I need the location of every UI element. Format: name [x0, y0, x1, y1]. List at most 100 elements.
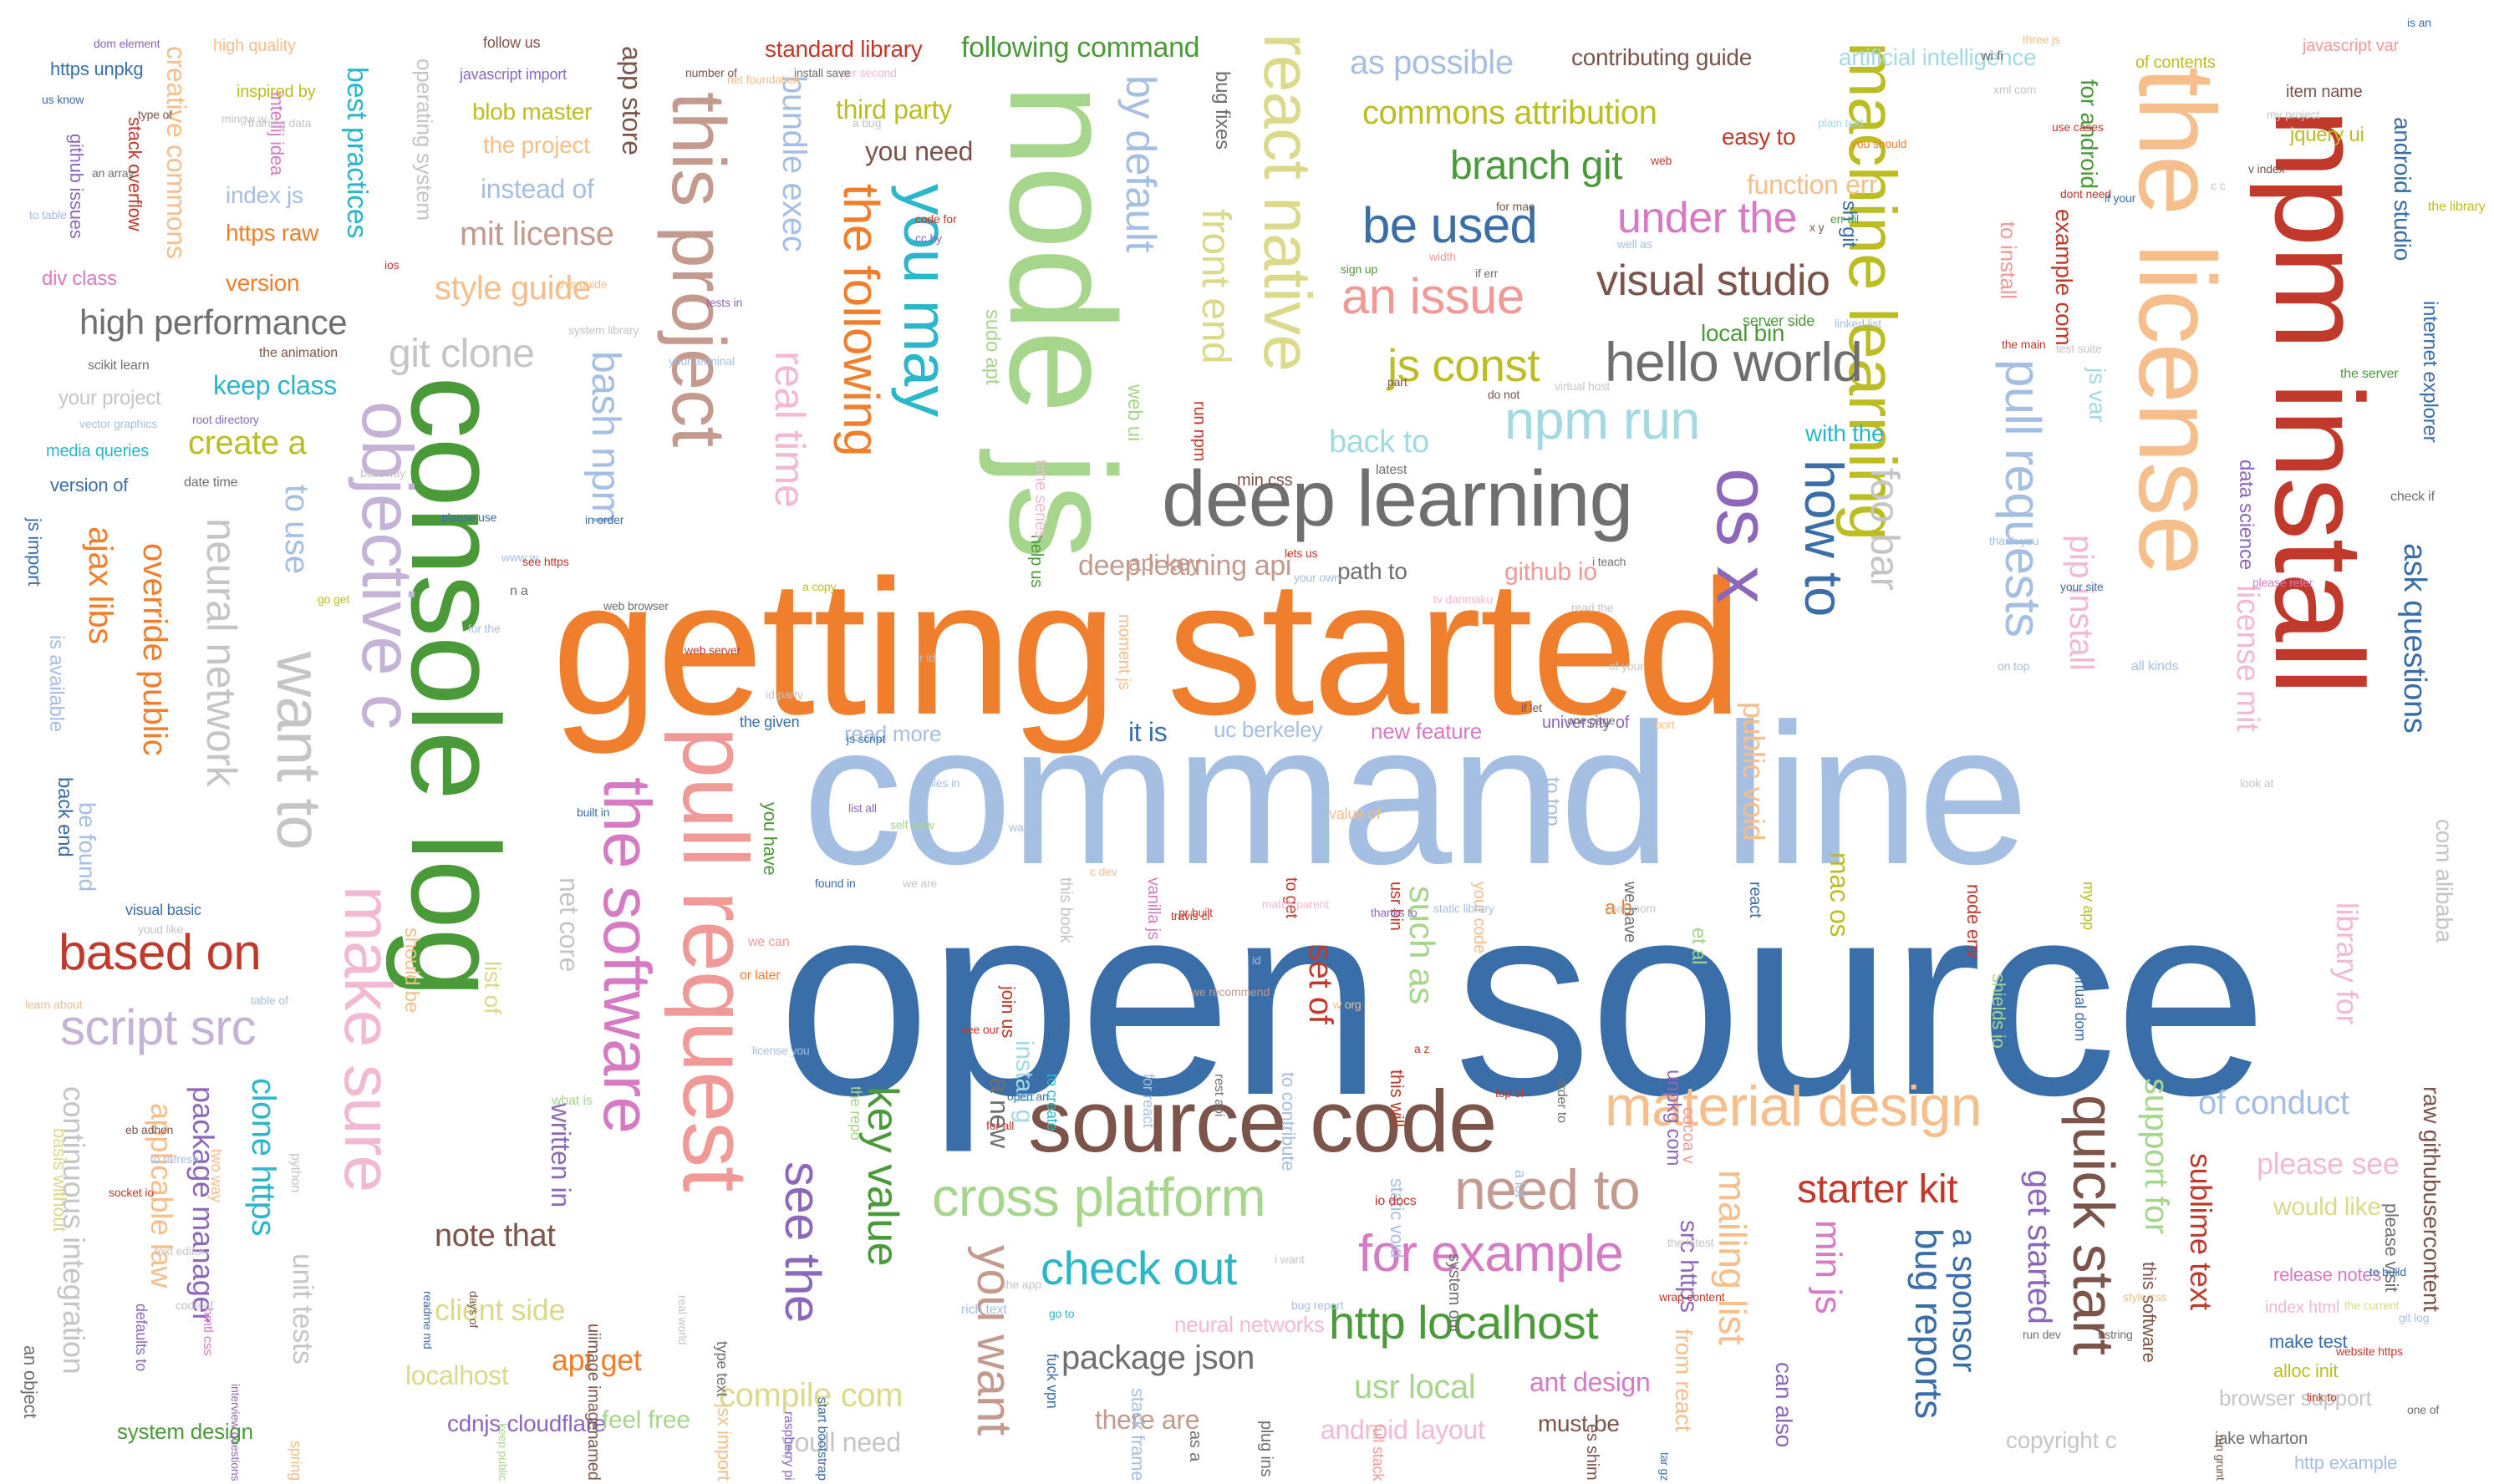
cloud-word: mailing list: [1711, 1170, 1754, 1345]
cloud-word: on top: [1998, 659, 2030, 673]
cloud-word: server side: [1743, 313, 1815, 329]
cloud-word: readme md: [421, 1291, 435, 1349]
cloud-word: to contribute: [1278, 1072, 1299, 1171]
cloud-word: ask questions: [2397, 543, 2432, 734]
cloud-word: text editor: [155, 1244, 205, 1258]
cloud-word: in order: [585, 513, 624, 526]
cloud-word: go get: [318, 592, 350, 606]
cloud-word: et al: [1687, 928, 1710, 965]
cloud-word: system design: [117, 1419, 253, 1444]
cloud-word: react: [1746, 882, 1764, 918]
cloud-word: you need: [865, 136, 974, 166]
cloud-word: div class: [42, 267, 117, 290]
cloud-word: two way: [208, 1149, 225, 1202]
cloud-word: this guide: [558, 277, 608, 291]
cloud-word: os x: [1701, 468, 1784, 603]
cloud-word: link to: [2307, 1390, 2337, 1404]
cloud-word: top of: [1495, 1086, 1524, 1100]
cloud-word: api key: [1128, 550, 1201, 576]
cloud-word: we can: [748, 935, 790, 949]
cloud-word: lets us: [1285, 546, 1318, 560]
cloud-word: w org: [1333, 998, 1362, 1011]
cloud-word: for mac: [1496, 200, 1535, 213]
cloud-word: type of: [138, 108, 173, 121]
cloud-word: look at: [2240, 776, 2274, 790]
cloud-word: under the: [1617, 194, 1798, 242]
cloud-word: wi fi: [1981, 49, 2003, 64]
cloud-word: travis ci: [1171, 909, 1210, 922]
cloud-word: i want: [1275, 1253, 1305, 1266]
cloud-word: to use: [278, 485, 315, 574]
cloud-word: jake wharton: [2215, 1430, 2308, 1448]
cloud-word: a bug: [853, 116, 882, 130]
cloud-word: list all: [848, 801, 877, 815]
cloud-word: website https: [2336, 1344, 2403, 1358]
cloud-word: localhost: [405, 1360, 509, 1390]
cloud-word: creative commons: [161, 46, 191, 259]
cloud-word: rich text: [961, 1303, 1007, 1317]
cloud-word: blob master: [472, 99, 593, 125]
cloud-word: pull requests: [1995, 359, 2051, 638]
cloud-word: uc berkeley: [1214, 717, 1323, 742]
cloud-word: clone https: [245, 1078, 282, 1237]
cloud-word: join us: [998, 986, 1019, 1039]
cloud-word: we are: [903, 877, 938, 890]
cloud-word: neural networks: [1174, 1312, 1325, 1337]
cloud-word: stack frame: [1127, 1387, 1148, 1481]
cloud-word: cocoa v: [1679, 1107, 1697, 1164]
cloud-word: a copy: [802, 580, 837, 593]
cloud-word: index js: [226, 182, 303, 208]
cloud-word: plug ins: [1257, 1420, 1275, 1477]
cloud-word: uiimage imagenamed: [584, 1324, 603, 1481]
cloud-word: use cases: [2052, 120, 2104, 134]
cloud-word: follow us: [483, 34, 541, 51]
cloud-word: x y: [1809, 221, 1825, 234]
cloud-word: your own: [1294, 571, 1341, 584]
cloud-word: version: [226, 270, 300, 296]
cloud-word: npm install: [2249, 109, 2390, 694]
cloud-word: net foundation: [727, 73, 800, 86]
cloud-word: bash npm: [583, 351, 628, 524]
cloud-word: keep public: [496, 1422, 510, 1481]
cloud-word: code of: [176, 1298, 213, 1312]
cloud-word: tv danmaku: [1433, 592, 1493, 606]
cloud-word: web ui: [1123, 384, 1146, 441]
cloud-word: with the: [1805, 420, 1885, 446]
cloud-word: my app: [2080, 882, 2097, 930]
cloud-word: ios: [384, 258, 400, 272]
cloud-word: an array: [92, 166, 135, 180]
cloud-word: wrap content: [1659, 1290, 1725, 1304]
cloud-word: commons attribution: [1362, 94, 1657, 131]
cloud-word: plain text: [1818, 116, 1864, 130]
cloud-word: this project: [656, 92, 740, 447]
cloud-word: the project: [483, 132, 590, 158]
cloud-word: material design: [1605, 1075, 1982, 1138]
cloud-word: pull request: [664, 727, 766, 1192]
cloud-word: high performance: [79, 302, 348, 342]
cloud-word: high quality: [213, 37, 296, 55]
cloud-word: unpkg com: [1662, 1070, 1685, 1166]
cloud-word: found in: [815, 877, 856, 890]
cloud-word: read the: [1571, 601, 1614, 614]
cloud-word: vanilla js: [1144, 877, 1163, 940]
cloud-word: help us: [1027, 535, 1046, 588]
cloud-word: training data: [248, 116, 312, 130]
cloud-word: this book: [1056, 877, 1075, 943]
cloud-word: by default: [1117, 75, 1164, 252]
cloud-word: see https: [522, 555, 569, 568]
cloud-word: alloc init: [2273, 1360, 2339, 1381]
cloud-word: test suite: [2056, 342, 2102, 355]
cloud-word: standard library: [765, 36, 923, 62]
cloud-word: your code: [1470, 882, 1489, 954]
cloud-word: youll need: [781, 1427, 901, 1457]
cloud-word: do not: [1488, 388, 1520, 401]
cloud-word: com alibaba: [2431, 819, 2457, 943]
cloud-word: sublime text: [2184, 1153, 2218, 1310]
cloud-word: package json: [1061, 1339, 1255, 1376]
cloud-word: net core: [554, 877, 584, 973]
cloud-word: install g: [1010, 1040, 1038, 1124]
cloud-word: if your: [2105, 191, 2136, 205]
cloud-word: note that: [435, 1218, 556, 1253]
cloud-word: bundle exec: [776, 75, 812, 252]
cloud-word: sudo apt: [981, 309, 1004, 385]
